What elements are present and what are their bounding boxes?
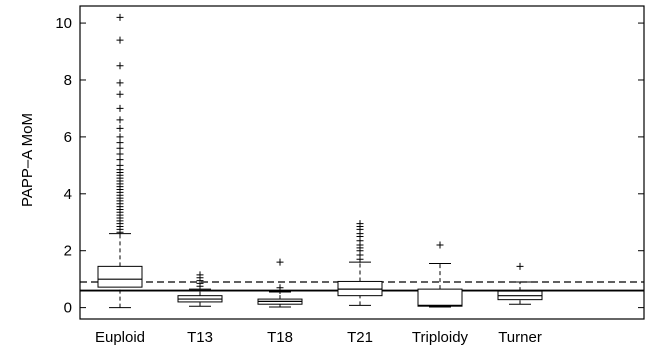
box-euploid [97, 13, 143, 309]
outlier-marker [116, 133, 124, 141]
x-tick-label: T18 [267, 329, 293, 346]
plot-area-frame [79, 5, 645, 320]
box-t18 [257, 258, 303, 308]
outlier-marker [116, 124, 124, 132]
outlier-marker [356, 220, 364, 228]
box-t21 [337, 220, 383, 306]
boxes-group [97, 13, 543, 309]
outlier-marker [116, 79, 124, 87]
outlier-marker [196, 271, 204, 279]
box-turner [497, 262, 543, 305]
box-triploidy [417, 241, 463, 308]
y-tick-label: 10 [55, 15, 72, 32]
outlier-marker [276, 258, 284, 266]
x-tick-label: T13 [187, 329, 213, 346]
x-tick-label: Triploidy [412, 329, 469, 346]
outlier-marker [116, 62, 124, 70]
outlier-marker [116, 13, 124, 21]
box-t13 [177, 271, 223, 307]
y-tick-label: 2 [64, 243, 72, 260]
y-tick-label: 8 [64, 72, 72, 89]
y-tick-label: 4 [64, 186, 72, 203]
outlier-marker [116, 36, 124, 44]
x-tick-label: T21 [347, 329, 373, 346]
x-axis-tick-labels: Euploid T13 T18 T21 Triploidy Turner [95, 329, 542, 346]
y-axis-ticks: 0 2 4 6 8 10 [55, 15, 644, 317]
y-tick-label: 6 [64, 129, 72, 146]
outlier-marker [276, 284, 284, 292]
x-tick-label: Turner [498, 329, 542, 346]
outlier-marker [116, 90, 124, 98]
box-iqr [97, 265, 143, 288]
box-iqr [417, 288, 463, 307]
outlier-marker [116, 104, 124, 112]
x-tick-label: Euploid [95, 329, 145, 346]
y-tick-label: 0 [64, 300, 72, 317]
outlier-marker [116, 116, 124, 124]
outlier-marker [516, 262, 524, 270]
outlier-marker [436, 241, 444, 249]
y-axis-title: PAPP–A MoM [19, 113, 36, 207]
